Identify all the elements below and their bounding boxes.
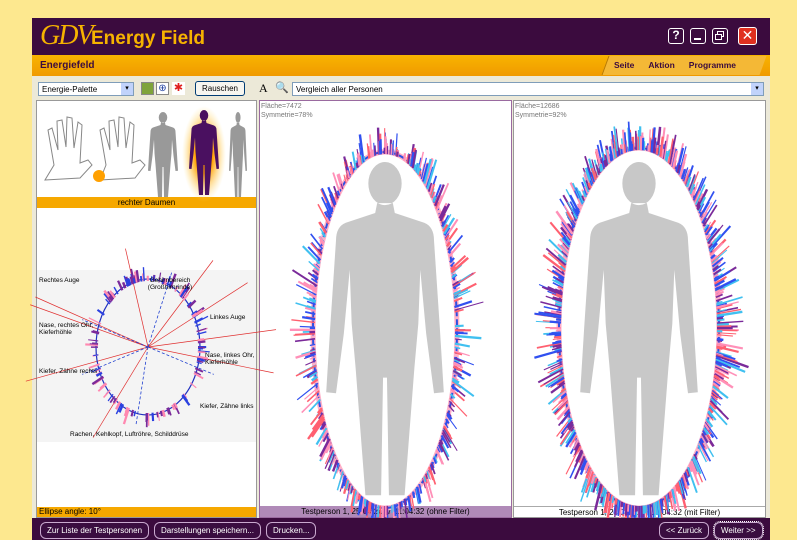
menu-item[interactable]: Programme — [689, 60, 736, 70]
area-text: Fläche=7472 — [261, 103, 302, 110]
font-label[interactable]: A — [259, 81, 268, 96]
sector-label: Linkes Auge — [210, 314, 260, 321]
tool-icon[interactable]: ✱ — [172, 82, 185, 95]
footer-button[interactable]: Drucken... — [266, 522, 316, 539]
close-button[interactable]: ✕ — [738, 27, 757, 45]
logo-text: Energy Field — [91, 28, 205, 50]
tool-icon[interactable]: ⊕ — [156, 82, 169, 95]
logo-mark: GDV — [40, 20, 92, 52]
ellipse-angle: Ellipse angle: 10° — [37, 507, 256, 517]
sector-label: Kiefer, Zähne links — [200, 403, 258, 410]
finger-label: rechter Daumen — [37, 197, 256, 208]
footer-button[interactable]: Weiter >> — [714, 522, 763, 539]
palette-value: Energie-Palette — [42, 85, 97, 94]
sector-label: Rachen, Kehlkopf, Luftröhre, Schilddrüse — [70, 431, 250, 438]
view-select[interactable]: Vergleich aller Personen ▾ — [292, 82, 764, 96]
help-button[interactable]: ? — [668, 28, 684, 44]
palette-select[interactable]: Energie-Palette ▾ — [38, 82, 134, 96]
symmetry-text: Symmetrie=92% — [515, 112, 567, 119]
caption-bar: Testperson 1, 25.04.2007 11:04:32 (mit F… — [514, 506, 765, 517]
section-title: Energiefeld — [40, 60, 94, 71]
footer-button[interactable]: Zur Liste der Testpersonen — [40, 522, 149, 539]
sector-label: Rechtes Auge — [39, 277, 99, 284]
symmetry-text: Symmetrie=78% — [261, 112, 313, 119]
page: GDV Energy Field ? ✕ Energiefeld Seite Ak… — [0, 0, 797, 540]
menu-item[interactable]: Seite — [614, 60, 634, 70]
sector-label: Gehirnbereich (Großhirnrinde) — [130, 277, 210, 291]
minimize-button[interactable] — [690, 28, 706, 44]
noise-button[interactable]: Rauschen — [195, 81, 245, 96]
sector-label: Kiefer, Zähne rechts — [39, 368, 119, 375]
sector-label: Nase, linkes Ohr, Kieferhöhle — [205, 352, 260, 366]
view-value: Vergleich aller Personen — [296, 85, 383, 94]
maximize-button[interactable] — [712, 28, 728, 44]
image-panel — [259, 100, 512, 518]
menu: Seite Aktion Programme — [614, 60, 736, 70]
sector-label: Nase, rechtes Ohr, Kieferhöhle — [39, 322, 97, 336]
menu-item[interactable]: Aktion — [648, 60, 674, 70]
zoom-icon[interactable]: 🔍 — [275, 81, 289, 94]
area-text: Fläche=12686 — [515, 103, 560, 110]
tool-icon[interactable] — [141, 82, 154, 95]
footer-button[interactable]: Darstellungen speichern... — [154, 522, 261, 539]
caption-bar: Testperson 1, 25.04.2007 11:04:32 (ohne … — [260, 506, 511, 517]
footer-button[interactable]: << Zurück — [659, 522, 709, 539]
image-panel — [513, 100, 766, 518]
